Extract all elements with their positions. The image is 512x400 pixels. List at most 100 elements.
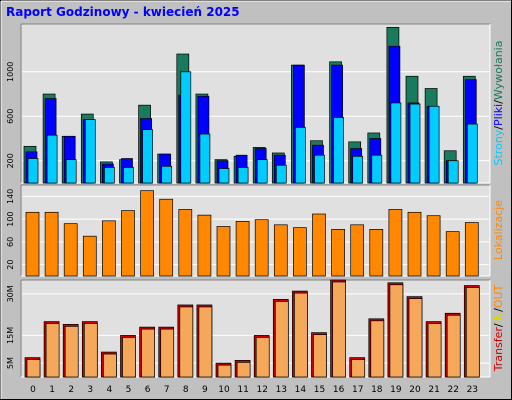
kbytes-legend-text: Transfer/IN/OUT [492,284,505,372]
sites-bar [102,220,116,277]
chart-title: Raport Godzinowy - kwiecień 2025 [6,5,240,19]
hits-bar-pliki [333,117,344,184]
hits-bar-pliki [275,164,287,184]
x-tick-label: 15 [314,385,325,395]
kbytes-bar-in [446,314,461,378]
sites-legend-item: Lokalizacje [492,200,505,260]
kbytes-legend-item: OUT [492,284,505,308]
x-tick-label: 19 [390,385,402,395]
sites-bar [44,211,59,277]
hits-bar-pliki [466,123,478,184]
x-tick-label: 16 [333,385,345,395]
hits-bar-pliki [142,129,153,184]
hits-bar-pliki [390,102,402,184]
sites-bar [312,213,326,277]
x-tick-label: 5 [126,385,132,395]
hits-bar-pliki [123,167,134,184]
x-tick-label: 12 [256,385,267,395]
hits-bar-pliki [180,71,192,184]
hits-bar-pliki [199,133,211,184]
kbytes-bar-in [160,328,175,378]
kbytes-legend-item: / [492,308,505,312]
kbytes-bar-in [64,325,79,378]
x-tick-label: 14 [295,385,307,395]
hits-bar-pliki [409,103,421,184]
sites-bar [407,211,422,277]
x-tick-label: 9 [202,385,208,395]
sites-bar [331,229,345,277]
x-tick-label: 1 [49,385,55,395]
kbytes-bar-in [332,281,346,378]
hits-bar-pliki [237,167,249,184]
kbytes-bar-in [255,337,270,378]
sites-bar [63,223,78,277]
x-tick-label: 18 [371,385,383,395]
hits-bar-pliki [161,165,173,184]
hits-y-tick-label: 1000 [6,62,15,82]
kbytes-bar-in [313,334,327,378]
hits-bar-pliki [27,158,39,184]
kbytes-bar-in [408,298,423,378]
x-tick-label: 8 [183,385,189,395]
kbytes-bar-in [103,353,117,378]
hits-bar-pliki [314,154,325,184]
sites-legend-text: Lokalizacje [492,200,505,260]
kbytes-bar-in [217,364,232,378]
sites-bar [464,222,479,277]
sites-bar [445,231,460,277]
hits-bar-pliki [84,119,96,184]
sites-y-tick-label: 20 [6,260,15,270]
kbytes-y-tick-label: 30M [6,285,15,302]
sites-bar [388,209,403,277]
sites-y-tick-label: 60 [6,237,15,247]
hits-bar-pliki [218,168,230,184]
x-tick-label: 3 [87,385,93,395]
kbytes-legend: Transfer/IN/OUT [492,284,505,372]
kbytes-y-tick-label: 5M [6,357,15,369]
kbytes-bar-in [45,323,60,378]
sites-bar [159,198,174,277]
sites-bar [293,227,307,277]
kbytes-bar-in [351,359,366,378]
hits-legend-item: Strony [492,129,505,165]
hits-bar-pliki [104,167,115,184]
hits-bar-pliki [46,134,58,184]
kbytes-bar-in [83,323,98,378]
sites-bar [216,226,231,277]
hits-bar-pliki [371,154,383,184]
x-tick-label: 6 [145,385,151,395]
x-tick-label: 21 [428,385,439,395]
x-tick-label: 11 [237,385,248,395]
sites-bar [254,219,269,277]
kbytes-legend-item: Transfer [492,327,505,373]
kbytes-bar-in [370,320,385,378]
sites-y-tick-label: 140 [6,189,15,204]
kbytes-legend-item: IN [492,312,505,323]
hits-y-tick-label: 600 [6,109,15,124]
hits-legend-text: Strony/Pliki/Wywołania [492,41,505,166]
sites-bar [197,214,212,277]
sites-bar [426,215,441,277]
x-tick-label: 0 [30,385,36,395]
x-tick-label: 13 [276,385,287,395]
kbytes-bar-in [465,287,480,378]
hits-y-tick-label: 200 [6,153,15,168]
hits-bar-pliki [447,160,459,184]
kbytes-bar-in [122,337,136,378]
sites-bar [369,229,384,277]
hits-bar-pliki [256,159,268,184]
x-tick-label: 17 [352,385,363,395]
kbytes-bar-in [141,328,155,378]
kbytes-bar-in [274,301,289,378]
sites-bar [235,221,250,277]
hits-bar-pliki [295,127,306,184]
sites-bar [273,224,288,277]
x-tick-label: 7 [164,385,170,395]
x-tick-label: 20 [409,385,421,395]
kbytes-bar-in [179,306,194,378]
hits-legend-item: / [492,126,505,130]
x-tick-label: 2 [68,385,74,395]
kbytes-bar-in [26,359,41,378]
